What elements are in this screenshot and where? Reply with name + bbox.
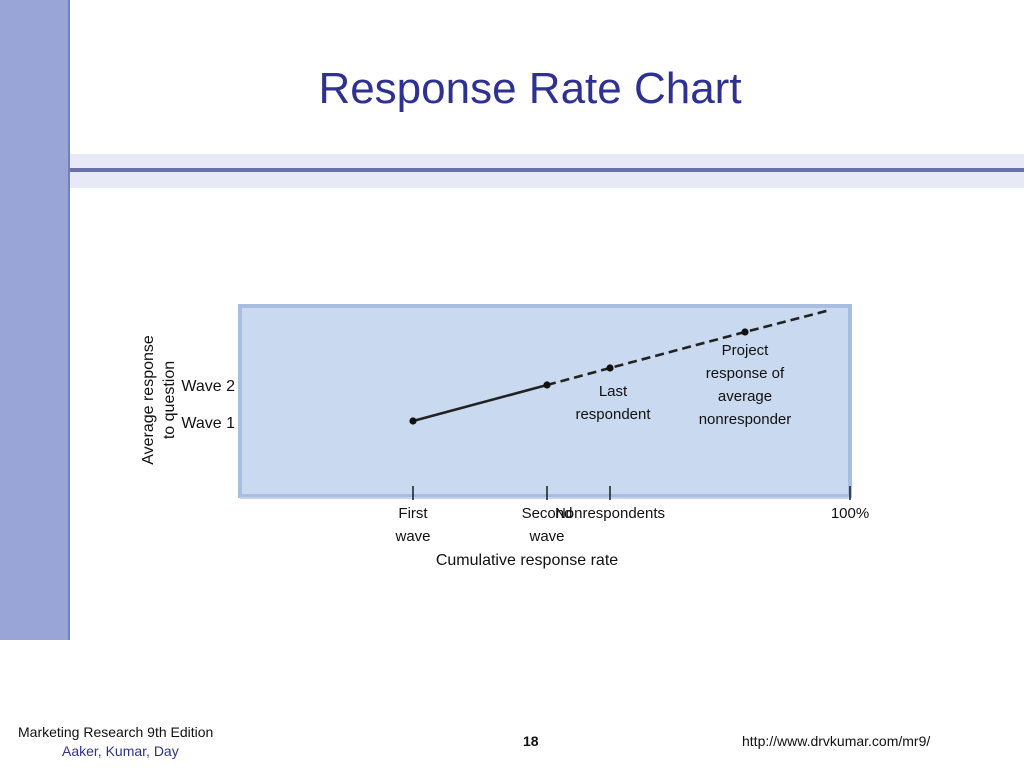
response-rate-chart: First wave Second wave Nonrespondents 100% Cum… (140, 304, 869, 569)
annotation-projected-response-3: nonresponder (699, 411, 792, 428)
annotation-last-respondent-1: respondent (575, 406, 651, 423)
annotation-projected-response-2: average (718, 388, 772, 405)
x-axis-label: Cumulative response rate (436, 552, 618, 569)
footer-book-info: Marketing Research 9th Edition Aaker, Ku… (18, 724, 213, 759)
footer-authors: Aaker, Kumar, Day (62, 743, 179, 759)
title-rule (70, 168, 1024, 172)
x-tick-label-nonrespondents-0: Nonrespondents (555, 505, 665, 522)
point-second-wave (543, 381, 551, 389)
x-tick-label-hundred-percent-0: 100% (831, 505, 869, 522)
annotation-last-respondent-0: Last (599, 383, 628, 400)
point-projected-nonresponder (741, 328, 749, 336)
left-accent-bar (0, 0, 70, 640)
series-dashed-line (546, 308, 831, 387)
series-solid-line (412, 383, 548, 423)
y-tick-label-1: Wave 1 (181, 415, 235, 432)
slide-title: Response Rate Chart (318, 64, 742, 113)
y-axis-label-0: Average response (140, 335, 157, 465)
y-axis-label-1: to question (161, 361, 178, 439)
footer-book-title: Marketing Research 9th Edition (18, 724, 214, 740)
x-tick-label-second-wave-0: Second (522, 505, 573, 522)
x-tick-label-first-wave-0: First (398, 505, 428, 522)
annotation-projected-response-0: Project (722, 342, 770, 359)
x-tick-label-second-wave-1: wave (528, 528, 564, 545)
annotation-projected-response-1: response of (706, 365, 785, 382)
point-last-respondent (606, 364, 614, 372)
page-number: 18 (523, 733, 539, 749)
x-tick-label-first-wave-1: wave (394, 528, 430, 545)
footer-url[interactable]: http://www.drvkumar.com/mr9/ (742, 733, 931, 749)
y-tick-label-0: Wave 2 (181, 378, 235, 395)
point-first-wave (409, 417, 417, 425)
plot-area (238, 304, 852, 498)
